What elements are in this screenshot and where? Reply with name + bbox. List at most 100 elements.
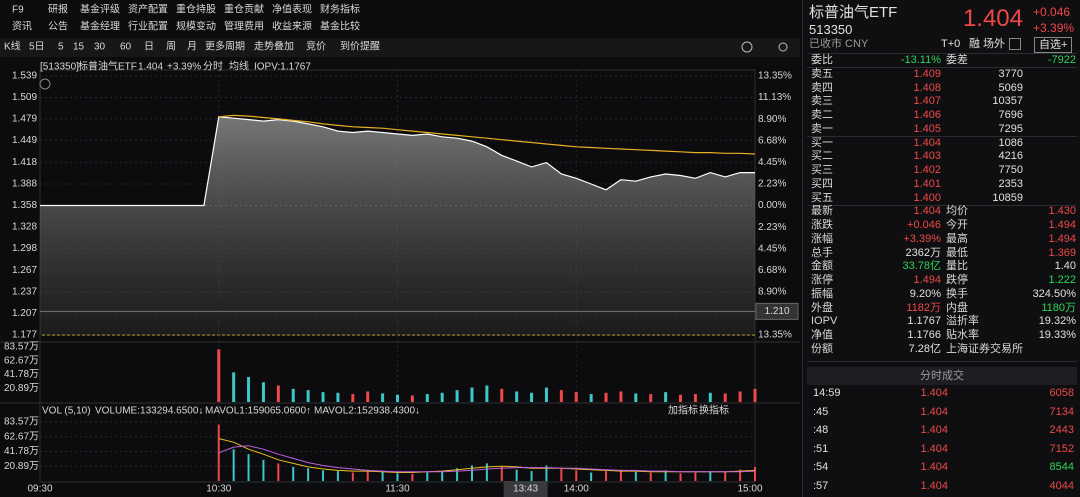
toolbar-item[interactable]: K线 (4, 40, 21, 53)
indicator-bar (590, 472, 593, 481)
indicator-bar (530, 471, 533, 481)
volume-bar (574, 392, 578, 402)
tag[interactable]: 场外 (983, 38, 1005, 50)
toolbar-item[interactable]: 周 (166, 41, 176, 53)
avg-line (218, 114, 756, 155)
separator (807, 67, 1077, 68)
ratio-label: 委差 (946, 54, 968, 66)
volume-bar (634, 393, 638, 402)
toolbar-item[interactable]: 月 (187, 41, 197, 53)
vol-tick-label: 62.67万 (4, 355, 39, 366)
menu-item[interactable]: 基金比较 (320, 20, 360, 33)
stat-label: 上海证券交易所 (946, 342, 1023, 355)
toolbar-item[interactable]: 30 (94, 42, 106, 53)
menu-item[interactable]: 公告 (48, 20, 68, 33)
last-price: 1.404 (962, 5, 1023, 32)
indicator-bar (351, 472, 354, 481)
volume-bar (410, 395, 414, 402)
menu-item[interactable]: 重仓持股 (176, 3, 216, 16)
toolbar-item[interactable]: 竞价 (306, 40, 326, 53)
toolbar-item[interactable]: 60 (120, 42, 132, 53)
stat-label: 内盘 (946, 301, 968, 314)
level-label: 卖五 (811, 67, 833, 80)
toolbar-item[interactable]: 5 (58, 42, 64, 53)
stat-label: 涨停 (811, 274, 833, 286)
menu-item[interactable]: 重仓贡献 (224, 3, 264, 16)
level-label: 买一 (811, 136, 833, 149)
stat-label: 今开 (946, 219, 968, 231)
add-icon[interactable] (39, 78, 51, 90)
y2-tick-label: 8.90% (758, 114, 786, 125)
level-price: 1.407 (913, 95, 941, 108)
indicator-button[interactable]: 换指标 (699, 404, 729, 417)
volume-bar (604, 392, 608, 402)
menu-item[interactable]: 资产配置 (128, 3, 168, 16)
toolbar-item[interactable]: 5日 (29, 42, 45, 53)
level-label: 卖三 (811, 95, 833, 108)
mavol-line (218, 438, 756, 473)
ratio-value: -13.11% (900, 54, 941, 66)
level-label: 买二 (811, 150, 833, 163)
menu-item[interactable]: 管理费用 (224, 20, 264, 33)
menu-item[interactable]: F9 (12, 5, 24, 16)
indicator-bar (277, 463, 280, 481)
toolbar-item[interactable]: 更多周期 (205, 40, 245, 53)
crosshair-label: 1.210 (764, 306, 789, 317)
menu-item[interactable]: 财务指标 (320, 3, 360, 16)
indicator-legend: MAVOL2:152938.4300↓ (314, 406, 420, 417)
menu-item[interactable]: 基金评级 (80, 3, 120, 16)
level-price: 1.405 (913, 122, 941, 135)
stat-value: 2362万 (905, 246, 941, 259)
y-tick-label: 1.298 (12, 243, 37, 254)
indicator-bar (381, 471, 384, 481)
status: 已收市 CNY (809, 38, 869, 50)
stat-label: 总手 (811, 246, 833, 259)
menu-item[interactable]: 资讯 (12, 21, 32, 33)
menu-item[interactable]: 研报 (48, 3, 68, 16)
volume-bar (500, 388, 504, 402)
volume-bar (396, 394, 399, 402)
toolbar-item[interactable]: 15 (73, 42, 85, 53)
indicator-bar (664, 470, 667, 481)
alert-icon[interactable] (1009, 38, 1021, 50)
toolbar-item[interactable]: 到价提醒 (340, 41, 380, 53)
tag[interactable]: T+0 (941, 38, 961, 50)
y2-tick-label: 6.68% (758, 135, 786, 146)
menu-item[interactable]: 行业配置 (128, 20, 168, 33)
volume-bar (232, 372, 236, 402)
stat-label: IOPV (811, 315, 838, 328)
level-volume: 7696 (998, 109, 1023, 121)
volume-bar (738, 391, 742, 402)
stat-value: 324.50% (1032, 287, 1076, 300)
stat-label: 溢折率 (946, 315, 979, 328)
collapse-icon[interactable] (741, 41, 753, 53)
menu-item[interactable]: 基金经理 (80, 20, 120, 33)
level-label: 买四 (811, 177, 833, 190)
trade-price: 1.404 (920, 461, 948, 474)
tag[interactable]: 融 (969, 38, 980, 50)
trades-header-bg (807, 367, 1077, 385)
price-area (40, 116, 755, 335)
menu-item[interactable]: 净值表现 (272, 3, 312, 16)
toolbar-item[interactable]: 走势叠加 (254, 40, 294, 53)
stat-label: 最新 (811, 205, 833, 218)
trade-volume: 4044 (1049, 480, 1074, 492)
indicator-bar (575, 470, 578, 481)
stat-value: 1.369 (1048, 246, 1076, 259)
settings-icon[interactable] (778, 42, 788, 52)
menu-item[interactable]: 规模变动 (176, 20, 216, 33)
ind-tick-label: 83.57万 (4, 417, 39, 428)
volume-bar (425, 394, 429, 402)
indicator-volume: VOLUME:133294.6500↓ (95, 406, 203, 417)
level-volume: 1086 (998, 136, 1023, 149)
chart-header: 标普油气ETF (78, 60, 137, 73)
y2-tick-label: 13.35% (758, 330, 792, 341)
toolbar-item[interactable]: 日 (144, 42, 154, 53)
indicator-bar (485, 463, 488, 481)
tag[interactable]: 自选+ (1034, 37, 1073, 53)
indicator-button[interactable]: 加指标 (668, 404, 698, 417)
menu-item[interactable]: 收益来源 (272, 20, 312, 33)
change: +0.046 (1033, 5, 1071, 19)
volume-bar (247, 376, 251, 402)
